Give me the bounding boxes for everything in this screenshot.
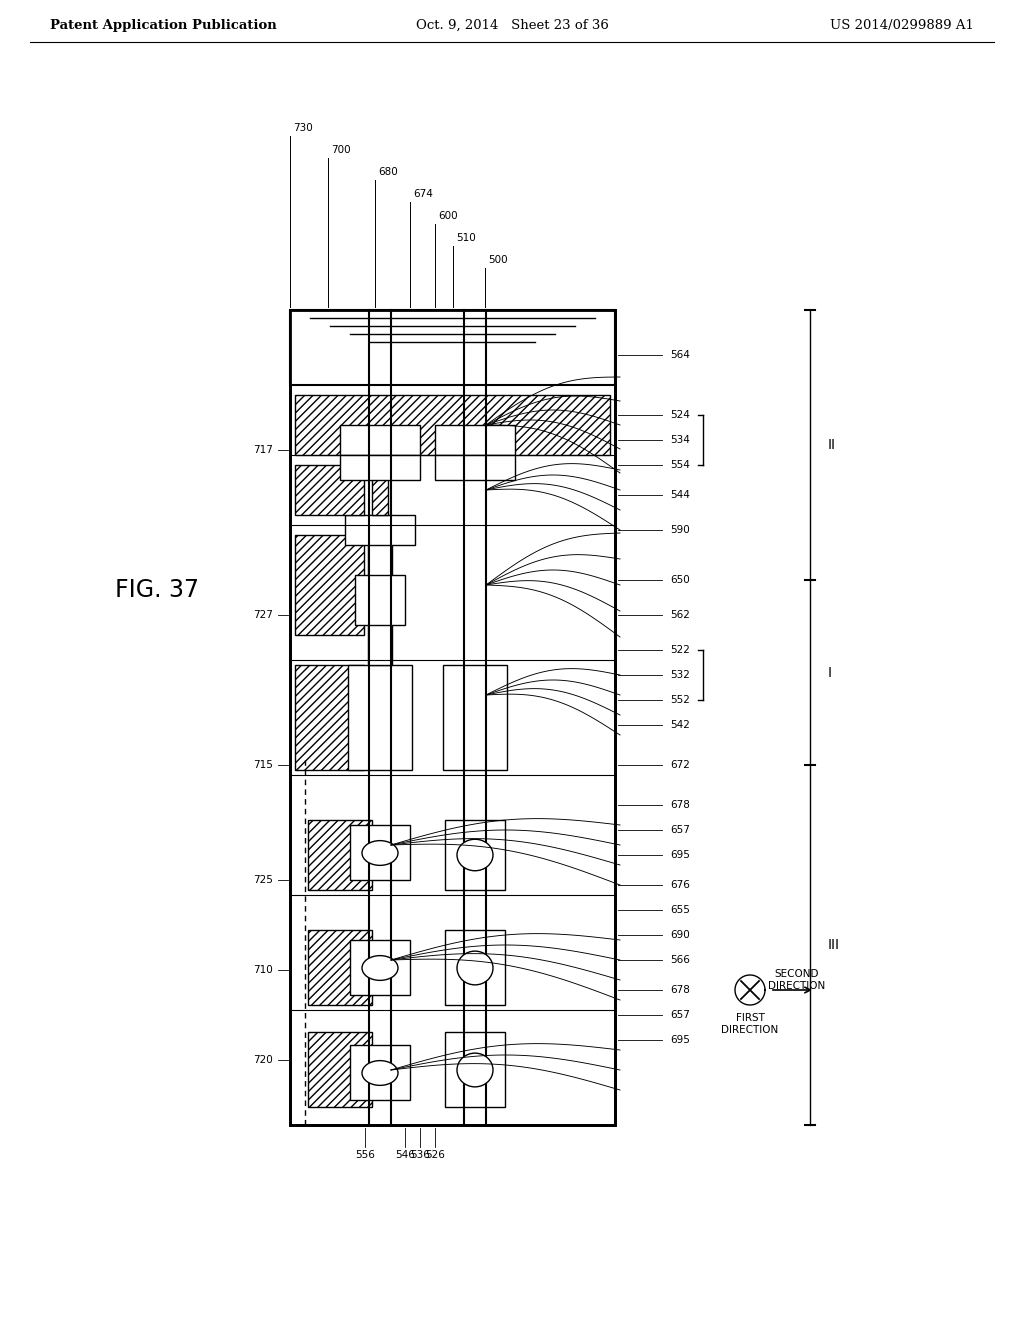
Text: 510: 510 — [456, 234, 476, 243]
Text: 552: 552 — [670, 696, 690, 705]
Text: 680: 680 — [378, 168, 397, 177]
Text: 542: 542 — [670, 719, 690, 730]
Text: 678: 678 — [670, 800, 690, 810]
Text: 554: 554 — [670, 459, 690, 470]
Text: 536: 536 — [410, 1150, 430, 1160]
Text: 715: 715 — [253, 760, 273, 770]
Text: 600: 600 — [438, 211, 458, 220]
Text: FIG. 37: FIG. 37 — [115, 578, 199, 602]
Text: FIRST: FIRST — [735, 1012, 765, 1023]
Text: 717: 717 — [253, 445, 273, 455]
Bar — [368, 515, 392, 665]
Ellipse shape — [457, 840, 493, 871]
Text: SECOND: SECOND — [775, 969, 819, 979]
Bar — [340, 455, 420, 480]
Text: 590: 590 — [670, 525, 690, 535]
Text: 524: 524 — [670, 411, 690, 420]
Bar — [290, 310, 615, 1125]
Bar — [295, 465, 364, 515]
Bar — [445, 931, 505, 1005]
Text: 556: 556 — [355, 1150, 375, 1160]
Bar — [435, 455, 515, 480]
Text: 657: 657 — [670, 1010, 690, 1020]
Text: 672: 672 — [670, 760, 690, 770]
Text: Oct. 9, 2014   Sheet 23 of 36: Oct. 9, 2014 Sheet 23 of 36 — [416, 18, 608, 32]
Bar — [443, 665, 507, 770]
Text: US 2014/0299889 A1: US 2014/0299889 A1 — [830, 18, 974, 32]
Bar — [340, 425, 420, 455]
Text: 695: 695 — [670, 850, 690, 861]
Bar — [308, 931, 372, 1005]
Text: DIRECTION: DIRECTION — [721, 1026, 778, 1035]
Text: 727: 727 — [253, 610, 273, 620]
Text: Patent Application Publication: Patent Application Publication — [50, 18, 276, 32]
Text: II: II — [828, 438, 836, 451]
Text: 566: 566 — [670, 954, 690, 965]
Text: III: III — [828, 939, 840, 952]
Bar — [445, 1032, 505, 1107]
Text: 700: 700 — [331, 145, 350, 154]
Bar — [445, 820, 505, 890]
Bar — [350, 825, 410, 880]
Text: 526: 526 — [425, 1150, 445, 1160]
Text: 562: 562 — [670, 610, 690, 620]
Text: 730: 730 — [293, 123, 312, 133]
Text: 544: 544 — [670, 490, 690, 500]
Text: 695: 695 — [670, 1035, 690, 1045]
Ellipse shape — [457, 1053, 493, 1086]
Text: 650: 650 — [670, 576, 690, 585]
Bar — [290, 310, 615, 1125]
Text: DIRECTION: DIRECTION — [768, 981, 825, 991]
Bar — [350, 1045, 410, 1100]
Bar — [295, 665, 364, 770]
Text: 710: 710 — [253, 965, 273, 975]
Bar — [308, 820, 372, 890]
Text: 657: 657 — [670, 825, 690, 836]
Bar — [348, 665, 412, 770]
Bar — [295, 395, 610, 455]
Ellipse shape — [362, 1061, 398, 1085]
Text: 532: 532 — [670, 671, 690, 680]
Text: 690: 690 — [670, 931, 690, 940]
Text: 564: 564 — [670, 350, 690, 360]
Text: 725: 725 — [253, 875, 273, 884]
Text: 655: 655 — [670, 906, 690, 915]
Bar — [308, 1032, 372, 1107]
Text: 500: 500 — [488, 255, 508, 265]
Bar — [355, 576, 406, 624]
Text: 674: 674 — [413, 189, 433, 199]
Bar — [295, 535, 364, 635]
Bar — [350, 940, 410, 995]
Text: 720: 720 — [253, 1055, 273, 1065]
Bar — [435, 425, 515, 455]
Text: 534: 534 — [670, 436, 690, 445]
Ellipse shape — [362, 841, 398, 866]
Text: 678: 678 — [670, 985, 690, 995]
Text: 676: 676 — [670, 880, 690, 890]
Text: I: I — [828, 667, 831, 680]
Ellipse shape — [362, 956, 398, 981]
Bar — [345, 515, 415, 545]
Bar — [372, 465, 388, 515]
Bar — [290, 310, 615, 385]
Text: 522: 522 — [670, 645, 690, 655]
Text: 546: 546 — [395, 1150, 415, 1160]
Ellipse shape — [457, 952, 493, 985]
